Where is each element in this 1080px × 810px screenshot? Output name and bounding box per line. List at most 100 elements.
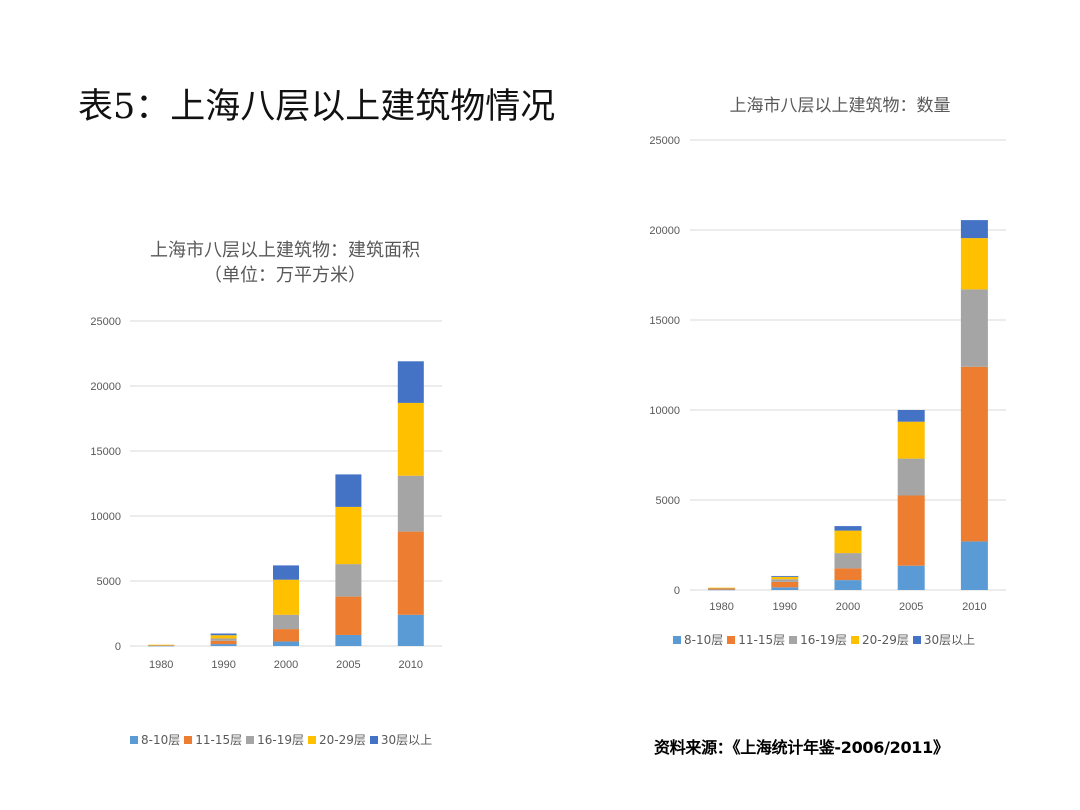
legend-label: 8-10层 xyxy=(684,633,724,647)
bar-segment xyxy=(834,568,862,581)
bar-segment xyxy=(771,576,799,580)
legend-item: 8-10层 xyxy=(673,631,723,648)
y-tick-label: 5000 xyxy=(97,576,121,588)
bar-segment xyxy=(897,495,925,566)
bar-segment xyxy=(335,634,362,646)
bar-segment xyxy=(834,580,862,590)
bar-segment xyxy=(960,220,988,239)
slide-title: 表5：上海八层以上建筑物情况 xyxy=(78,87,556,127)
x-tick-label: 1980 xyxy=(149,659,173,671)
legend-item: 11-15层 xyxy=(727,631,785,648)
legend-item: 11-15层 xyxy=(184,731,242,748)
bar-segment xyxy=(771,587,799,590)
legend-swatch xyxy=(246,735,255,744)
legend-swatch xyxy=(789,635,798,644)
legend-swatch xyxy=(727,635,736,644)
legend-swatch xyxy=(912,635,921,644)
bar-segment xyxy=(897,565,925,590)
legend-swatch xyxy=(130,735,138,744)
legend-swatch xyxy=(673,635,681,644)
legend-item: 16-19层 xyxy=(246,731,304,748)
bar-segment xyxy=(397,531,424,615)
legend-label: 11-15层 xyxy=(195,733,243,747)
bar-segment xyxy=(273,579,299,615)
legend-label: 30层以上 xyxy=(923,633,976,647)
bar-segment xyxy=(960,238,988,290)
bar-segment xyxy=(397,614,424,646)
bar-segment xyxy=(834,553,862,569)
bar-segment xyxy=(397,402,424,476)
bar-segment xyxy=(335,506,362,565)
bar-segment xyxy=(897,410,925,422)
bar-segment xyxy=(335,596,362,635)
bar-segment xyxy=(708,587,736,589)
bar-segment xyxy=(897,458,925,496)
count-chart-legend: 8-10层 11-15层 16-19层 20-29层 30层以上 xyxy=(673,631,979,648)
y-tick-label: 25000 xyxy=(649,135,680,147)
bar-segment xyxy=(210,633,237,636)
area-chart-title: 上海市八层以上建筑物：建筑面积 （单位：万平方米） xyxy=(110,238,460,288)
bar-segment xyxy=(148,644,175,646)
bar-segment xyxy=(210,640,237,645)
bar-segment xyxy=(960,289,988,367)
bar-segment xyxy=(771,575,799,577)
legend-swatch xyxy=(369,735,378,744)
area-chart-title-main: 上海市八层以上建筑物：建筑面积 xyxy=(150,240,420,261)
bar-segment xyxy=(834,526,862,531)
legend-label: 20-29层 xyxy=(319,733,366,747)
bar-segment xyxy=(397,475,424,532)
legend-label: 20-29层 xyxy=(862,633,909,647)
legend-label: 30层以上 xyxy=(380,733,433,747)
bar-segment xyxy=(708,588,736,590)
x-tick-label: 1990 xyxy=(773,601,797,613)
y-tick-label: 25000 xyxy=(90,316,121,328)
bar-segment xyxy=(335,474,362,507)
x-tick-label: 2005 xyxy=(336,659,360,671)
bar-segment xyxy=(273,641,299,646)
y-tick-label: 20000 xyxy=(649,225,680,237)
legend-item: 8-10层 xyxy=(130,731,180,748)
bar-segment xyxy=(210,635,237,639)
x-tick-label: 2000 xyxy=(836,601,860,613)
count-chart-title: 上海市八层以上建筑物：数量 xyxy=(729,96,951,116)
bar-segment xyxy=(771,581,799,588)
x-tick-label: 2000 xyxy=(274,659,298,671)
x-tick-label: 1990 xyxy=(211,659,235,671)
legend-label: 8-10层 xyxy=(141,733,181,747)
area-chart-title-unit: （单位：万平方米） xyxy=(204,265,366,286)
y-tick-label: 10000 xyxy=(649,405,680,417)
bar-segment xyxy=(335,564,362,597)
legend-label: 16-19层 xyxy=(800,633,847,647)
legend-swatch xyxy=(184,735,193,744)
bar-segment xyxy=(273,565,299,580)
bar-segment xyxy=(771,579,799,582)
legend-item: 16-19层 xyxy=(789,631,847,648)
x-tick-label: 2005 xyxy=(899,601,923,613)
y-tick-label: 10000 xyxy=(90,511,121,523)
legend-item: 20-29层 xyxy=(851,631,909,648)
area-chart-legend: 8-10层 11-15层 16-19层 20-29层 30层以上 xyxy=(130,731,436,748)
legend-item: 20-29层 xyxy=(308,731,366,748)
y-tick-label: 20000 xyxy=(90,381,121,393)
legend-swatch xyxy=(851,635,859,644)
bar-segment xyxy=(273,629,299,642)
bar-segment xyxy=(960,541,988,590)
y-tick-label: 5000 xyxy=(656,495,680,507)
bar-segment xyxy=(708,589,736,591)
data-source-note: 资料来源：《上海统计年鉴-2006/2011》 xyxy=(654,738,949,757)
x-tick-label: 2010 xyxy=(399,659,423,671)
bar-segment xyxy=(708,588,736,589)
legend-item: 30层以上 xyxy=(369,731,433,748)
x-tick-label: 1980 xyxy=(709,601,733,613)
legend-label: 11-15层 xyxy=(738,633,786,647)
bar-segment xyxy=(834,530,862,554)
legend-label: 16-19层 xyxy=(257,733,304,747)
y-tick-label: 15000 xyxy=(649,315,680,327)
bar-segment xyxy=(273,614,299,630)
legend-item: 30层以上 xyxy=(912,631,976,648)
bar-segment xyxy=(210,638,237,641)
y-tick-label: 0 xyxy=(674,585,680,597)
bar-segment xyxy=(897,421,925,459)
